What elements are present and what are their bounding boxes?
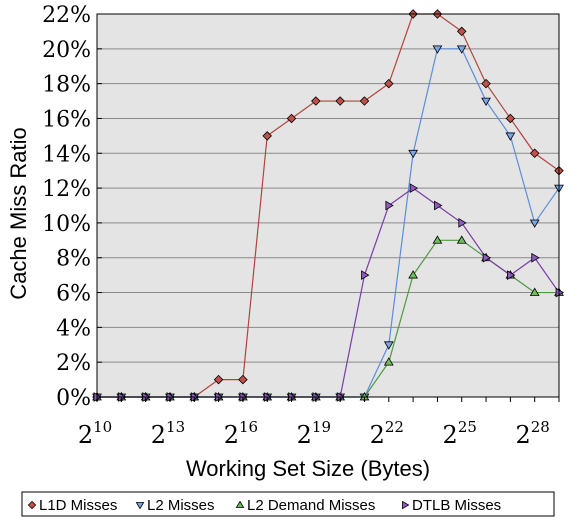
legend-item: L2 Misses bbox=[135, 497, 215, 514]
data-point bbox=[482, 252, 492, 263]
data-point bbox=[286, 113, 297, 124]
plot-area bbox=[97, 14, 559, 397]
data-point bbox=[359, 96, 370, 106]
y-tick-label: 10% bbox=[42, 212, 91, 237]
data-point bbox=[505, 132, 516, 141]
data-point bbox=[432, 235, 443, 244]
y-tick-label: 2% bbox=[56, 351, 91, 376]
x-tick-label: 213 bbox=[151, 418, 185, 449]
y-axis-label-group: Cache Miss Ratio bbox=[6, 127, 31, 299]
data-point bbox=[383, 341, 394, 350]
legend-label: L2 Misses bbox=[147, 497, 215, 514]
y-tick-label: 0% bbox=[56, 386, 91, 411]
legend-item: L1D Misses bbox=[27, 497, 117, 514]
data-point bbox=[311, 96, 321, 106]
data-point bbox=[456, 45, 467, 54]
data-point bbox=[408, 270, 419, 279]
data-point bbox=[481, 97, 491, 107]
data-point bbox=[481, 78, 491, 89]
legend-marker bbox=[135, 502, 145, 510]
plot-border bbox=[96, 13, 560, 398]
y-axis-label: Cache Miss Ratio bbox=[6, 127, 31, 299]
data-point bbox=[458, 218, 467, 228]
y-tick-label: 4% bbox=[56, 316, 91, 341]
legend-label: L2 Demand Misses bbox=[247, 497, 375, 514]
legend-item: DTLB Misses bbox=[402, 497, 501, 514]
data-point bbox=[531, 252, 540, 263]
data-point bbox=[507, 270, 516, 281]
data-point bbox=[262, 131, 272, 141]
x-tick-label: 210 bbox=[78, 418, 112, 449]
data-point bbox=[361, 270, 370, 281]
legend-marker bbox=[27, 500, 37, 510]
x-axis-label: Working Set Size (Bytes) bbox=[186, 456, 430, 481]
legend-label: L1D Misses bbox=[39, 497, 117, 514]
x-tick-label: 222 bbox=[370, 418, 404, 449]
y-tick-label: 6% bbox=[56, 282, 91, 307]
data-point bbox=[456, 26, 467, 37]
y-tick-label: 18% bbox=[42, 73, 91, 98]
data-point bbox=[384, 78, 394, 89]
data-point bbox=[529, 219, 540, 228]
legend-label: DTLB Misses bbox=[412, 497, 501, 514]
y-tick-label: 12% bbox=[42, 177, 91, 202]
legend-item: L2 Demand Misses bbox=[235, 497, 375, 514]
data-point bbox=[434, 200, 443, 211]
x-tick-label: 216 bbox=[224, 418, 258, 449]
data-point bbox=[529, 148, 540, 159]
data-point bbox=[529, 287, 540, 296]
x-tick-label: 225 bbox=[443, 418, 477, 449]
data-point bbox=[383, 357, 394, 366]
legend-box bbox=[21, 491, 555, 517]
data-point bbox=[456, 235, 467, 244]
data-point bbox=[213, 374, 224, 385]
data-point bbox=[408, 149, 419, 159]
x-tick-label: 219 bbox=[297, 418, 331, 449]
data-point bbox=[555, 287, 564, 298]
y-tick-label: 16% bbox=[42, 107, 91, 132]
data-point bbox=[385, 200, 394, 211]
data-point bbox=[335, 96, 345, 106]
legend-marker bbox=[402, 500, 410, 510]
y-tick-label: 14% bbox=[42, 142, 91, 167]
data-point bbox=[409, 183, 419, 193]
legend-marker bbox=[235, 500, 245, 508]
y-tick-label: 8% bbox=[56, 247, 91, 272]
data-point bbox=[432, 45, 443, 54]
legend: L1D Misses L2 Misses L2 Demand Misses DTLB … bbox=[21, 491, 555, 517]
y-tick-label: 22% bbox=[42, 3, 91, 28]
data-point bbox=[238, 374, 248, 385]
data-point bbox=[505, 113, 516, 124]
y-tick-label: 20% bbox=[42, 38, 91, 63]
ticks: 0% 2% 4% 6% 8% 10% 12% 14% 16% 18% 20% 22% 210 213 216… bbox=[42, 3, 560, 449]
x-tick-label: 228 bbox=[515, 418, 549, 449]
